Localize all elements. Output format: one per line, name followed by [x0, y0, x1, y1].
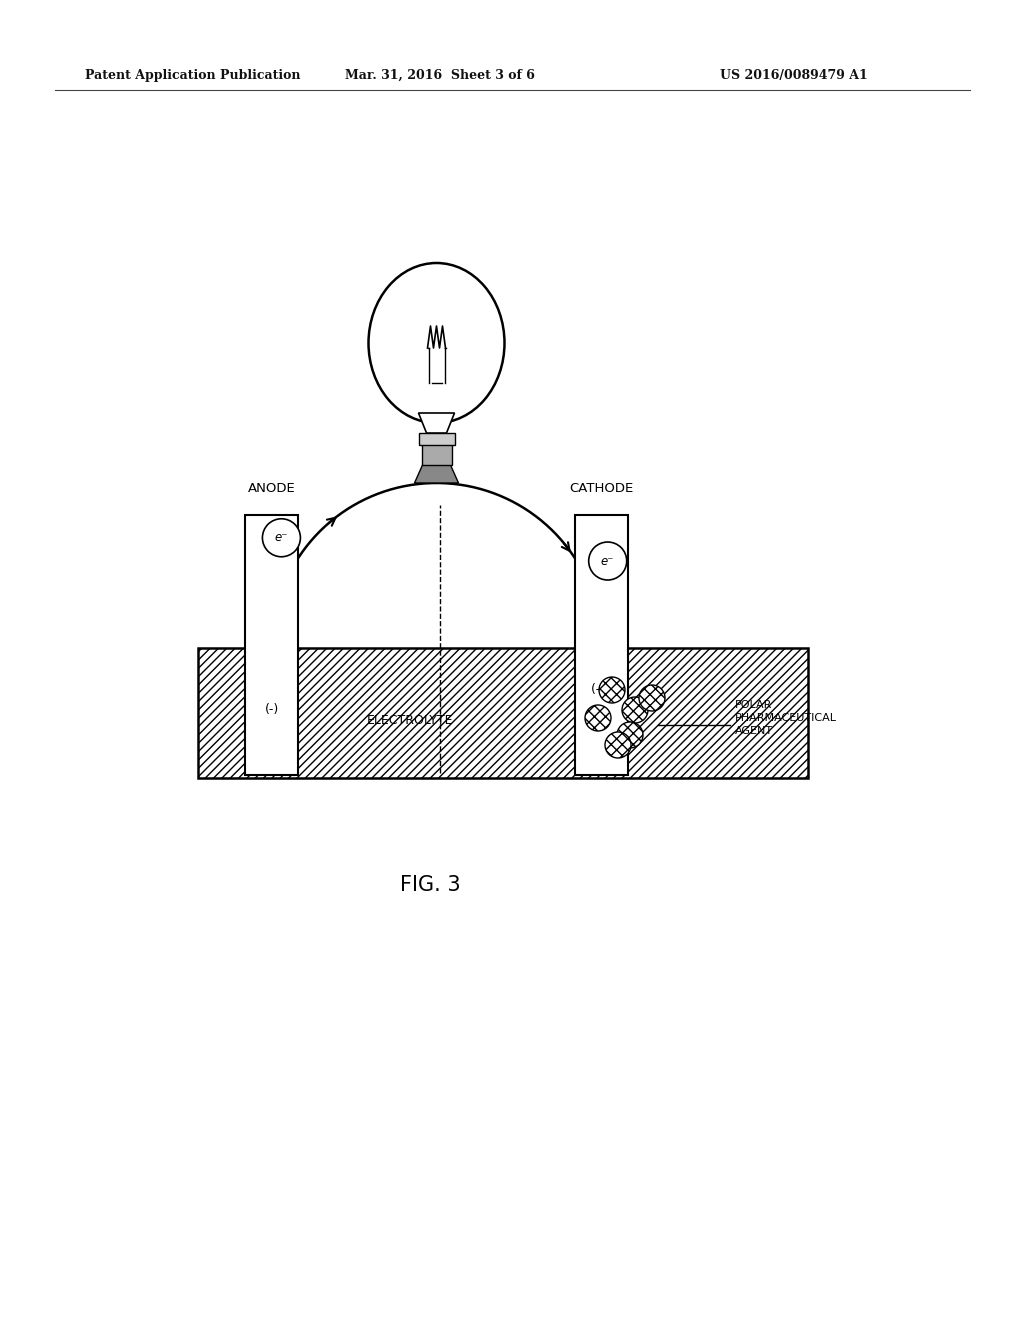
Text: Patent Application Publication: Patent Application Publication [85, 69, 300, 82]
Bar [575, 515, 628, 775]
Text: ANODE: ANODE [248, 482, 295, 495]
Text: (-): (-) [264, 704, 279, 717]
Circle shape [599, 677, 625, 704]
Text: FIG. 3: FIG. 3 [399, 875, 461, 895]
Bar [422, 444, 452, 465]
Ellipse shape [369, 263, 505, 422]
Text: POLAR
PHARMACEUTICAL
AGENT: POLAR PHARMACEUTICAL AGENT [735, 700, 837, 737]
Text: e⁻: e⁻ [601, 554, 614, 568]
Text: (+): (+) [591, 684, 611, 697]
Text: e⁻: e⁻ [274, 531, 288, 544]
Bar [245, 515, 298, 775]
Text: ELECTROLYTE: ELECTROLYTE [367, 714, 454, 726]
Text: Mar. 31, 2016  Sheet 3 of 6: Mar. 31, 2016 Sheet 3 of 6 [345, 69, 535, 82]
Circle shape [617, 722, 643, 748]
Text: US 2016/0089479 A1: US 2016/0089479 A1 [720, 69, 867, 82]
Circle shape [585, 705, 611, 731]
Circle shape [589, 543, 627, 579]
Text: CATHODE: CATHODE [569, 482, 634, 495]
Circle shape [262, 519, 300, 557]
Polygon shape [415, 465, 459, 483]
Circle shape [622, 697, 648, 723]
Polygon shape [419, 413, 455, 433]
Bar [419, 433, 455, 445]
Circle shape [639, 685, 665, 711]
Circle shape [605, 733, 631, 758]
